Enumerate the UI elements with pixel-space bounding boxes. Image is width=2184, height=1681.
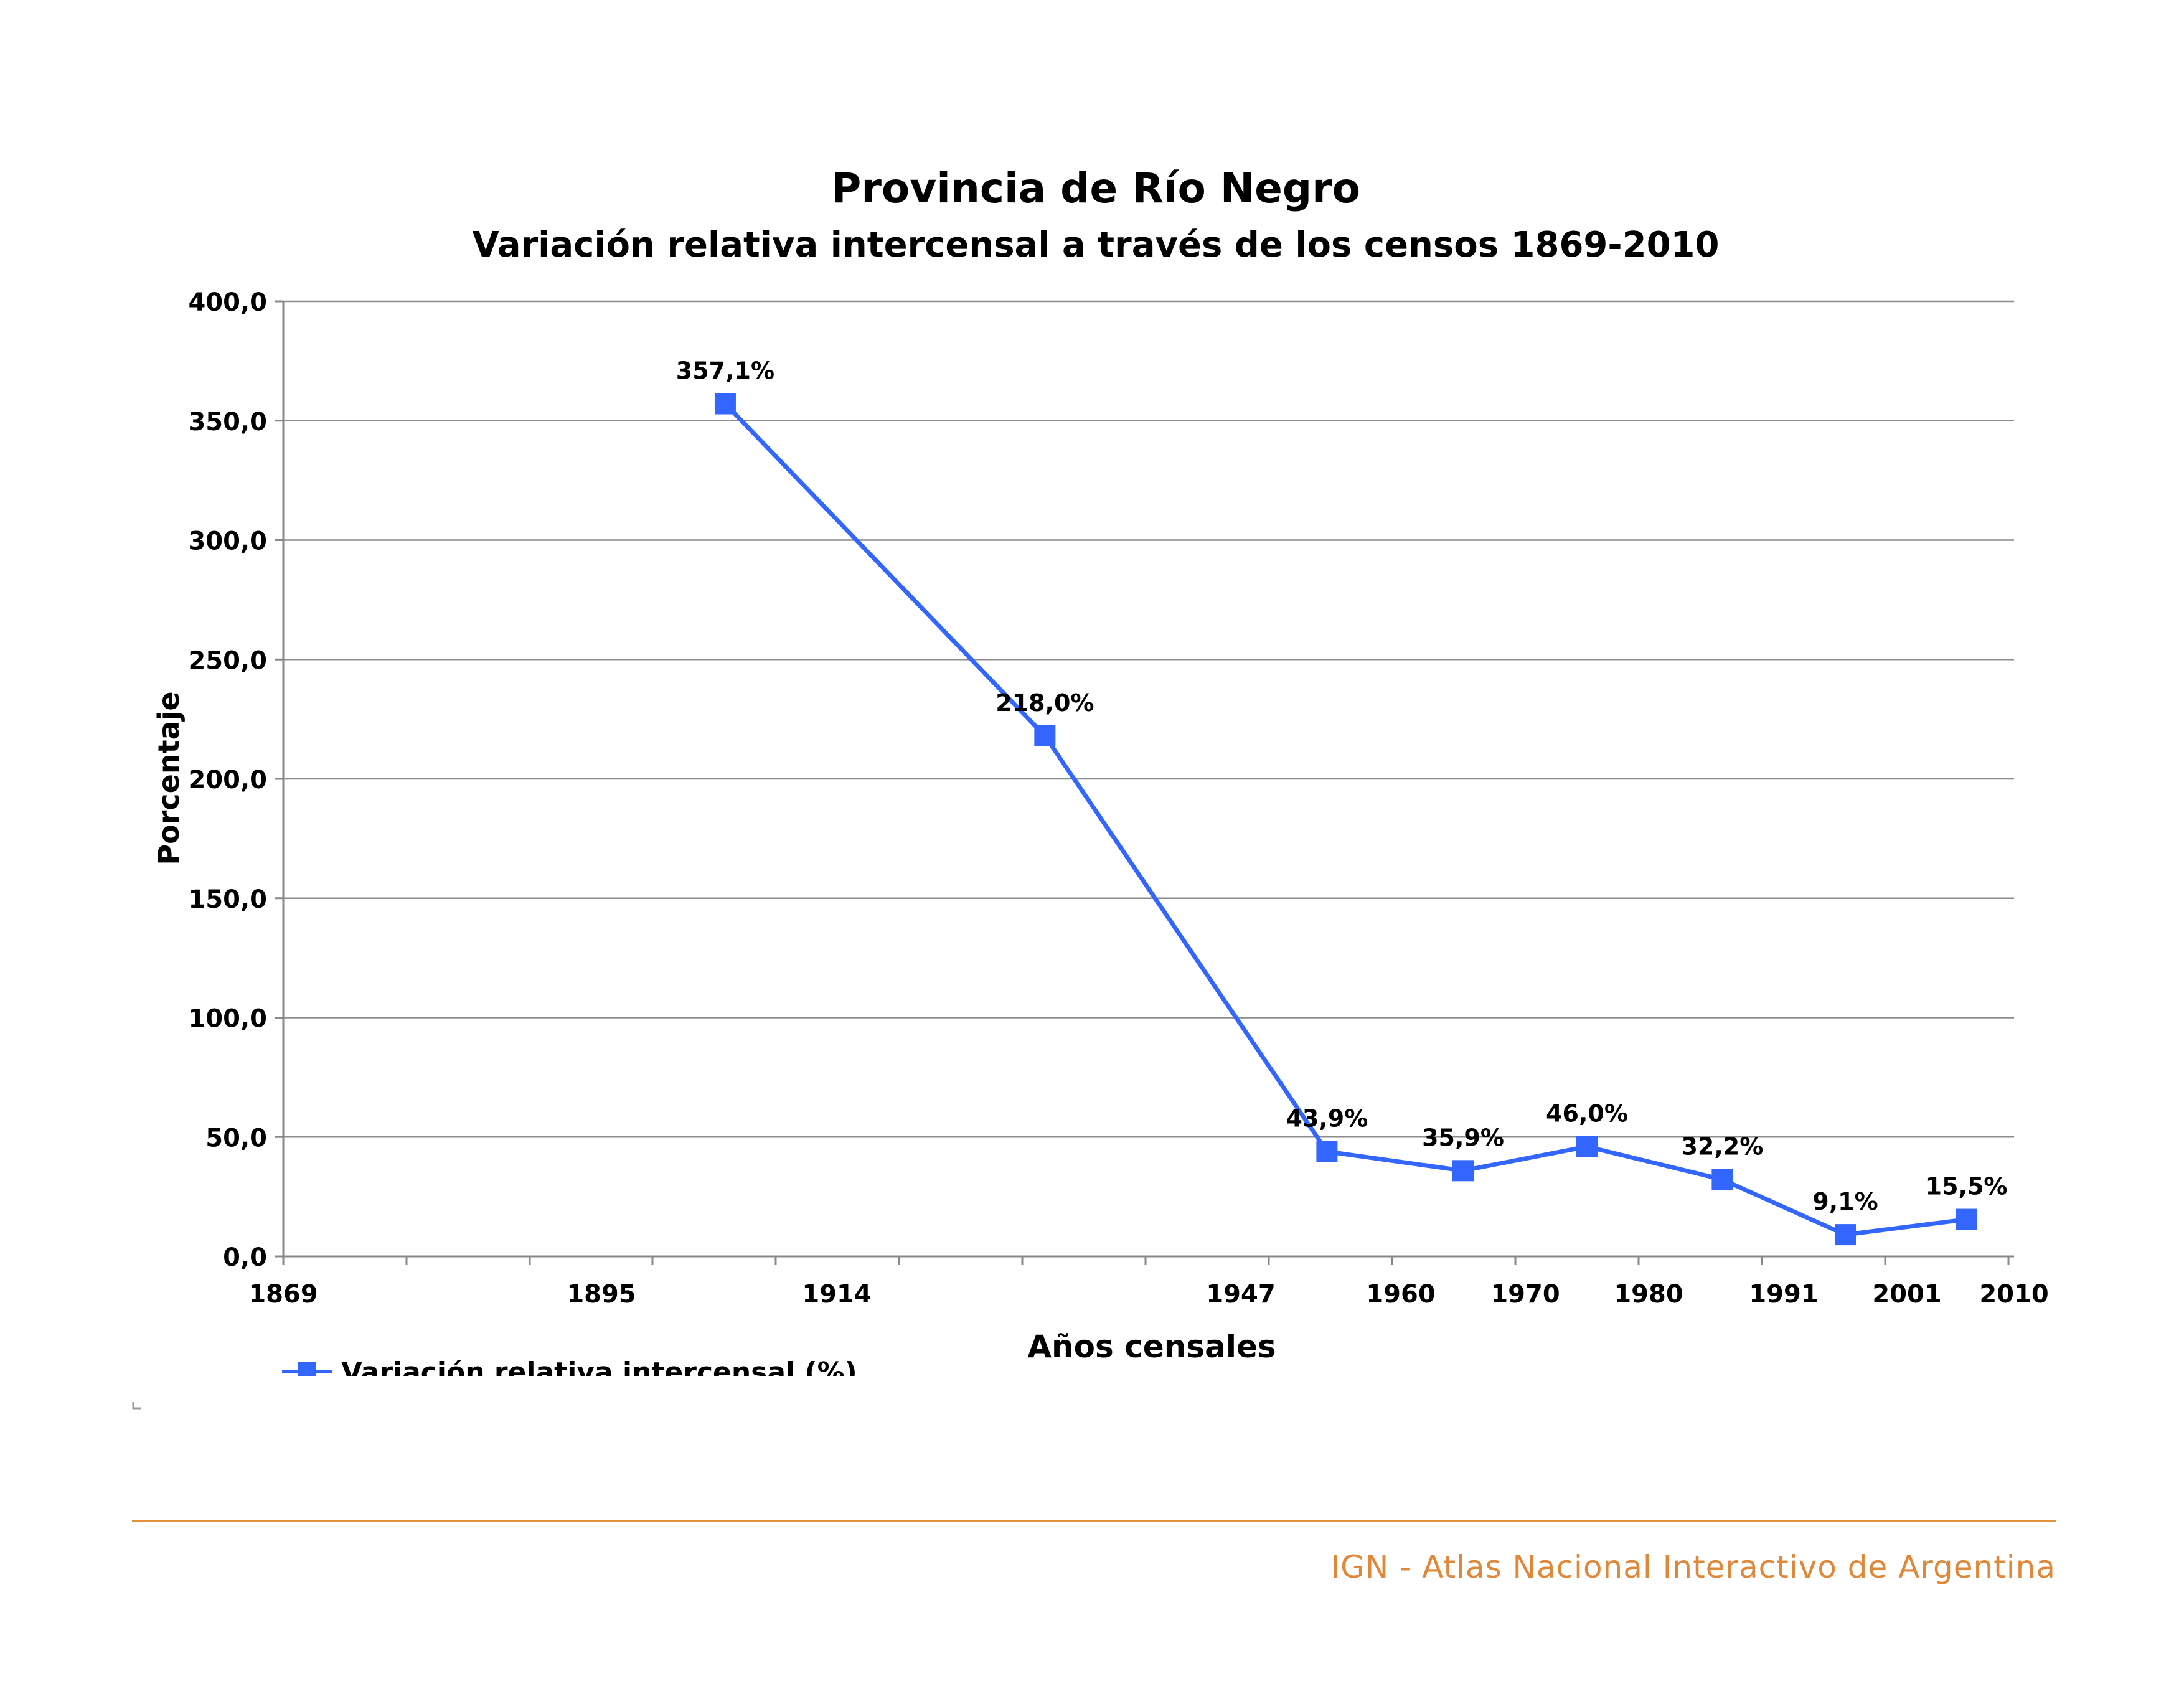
data-label: 32,2%: [1681, 1133, 1763, 1161]
y-tick-label: 100,0: [188, 1005, 267, 1034]
data-point-marker: [1316, 1141, 1338, 1162]
y-tick-label: 150,0: [188, 885, 267, 914]
data-point-marker: [1452, 1160, 1474, 1182]
footer-divider: [132, 1520, 2056, 1522]
x-tick-label: 1980: [1614, 1280, 1683, 1309]
x-tick-label: 2010: [1979, 1280, 2048, 1309]
data-label: 35,9%: [1422, 1124, 1504, 1151]
chart-title: Provincia de Río Negro: [831, 164, 1360, 212]
crop-corner-mark: [132, 1402, 141, 1410]
data-point-marker: [1576, 1136, 1598, 1157]
x-tick-label: 1914: [802, 1280, 871, 1309]
legend-crop-mask: [0, 1376, 2184, 1413]
y-tick-label: 50,0: [205, 1124, 267, 1152]
series-line: [723, 402, 1967, 1237]
data-label: 15,5%: [1926, 1173, 2008, 1200]
x-axis-ticks: 1869 1895 1914 1947 1960 1970 1980 1991 2001 2010: [248, 1256, 2049, 1309]
data-label: 43,9%: [1286, 1105, 1368, 1132]
data-point-marker: [1835, 1224, 1856, 1246]
data-point-marker: [714, 393, 736, 415]
y-tick-label: 400,0: [188, 288, 267, 317]
data-label: 9,1%: [1812, 1188, 1878, 1215]
y-tick-label: 0,0: [223, 1243, 267, 1272]
data-point-marker: [1956, 1208, 1977, 1230]
x-axis-label: Años censales: [1027, 1329, 1276, 1365]
y-tick-label: 250,0: [188, 646, 267, 675]
y-tick-label: 350,0: [188, 408, 267, 436]
y-axis-label: Porcentaje: [152, 691, 186, 865]
y-tick-label: 300,0: [188, 527, 267, 556]
x-tick-label: 1991: [1749, 1280, 1818, 1309]
x-tick-label: 1895: [567, 1280, 636, 1309]
data-labels: 357,1% 218,0% 43,9% 35,9% 46,0% 32,2% 9,1% 15,5…: [676, 357, 2008, 1216]
data-label: 357,1%: [676, 357, 774, 385]
x-tick-label: 1947: [1206, 1280, 1275, 1309]
footer-source-text: IGN - Atlas Nacional Interactivo de Arge…: [1330, 1549, 2056, 1585]
x-tick-label: 2001: [1872, 1280, 1941, 1309]
grid-lines: [283, 300, 2014, 1138]
y-tick-label: 200,0: [188, 766, 267, 794]
x-tick-label: 1970: [1490, 1280, 1560, 1309]
data-label: 218,0%: [996, 689, 1094, 717]
data-point-marker: [1034, 725, 1056, 746]
y-axis-ticks: 0,0 50,0 100,0 150,0 200,0 250,0 300,0 350,0 400…: [188, 288, 283, 1272]
x-tick-label: 1869: [248, 1280, 318, 1309]
data-point-marker: [1711, 1169, 1733, 1190]
series-variacion: [714, 393, 1977, 1246]
data-label: 46,0%: [1546, 1100, 1628, 1128]
x-tick-label: 1960: [1366, 1280, 1435, 1309]
chart-subtitle: Variación relativa intercensal a través …: [473, 225, 1720, 265]
